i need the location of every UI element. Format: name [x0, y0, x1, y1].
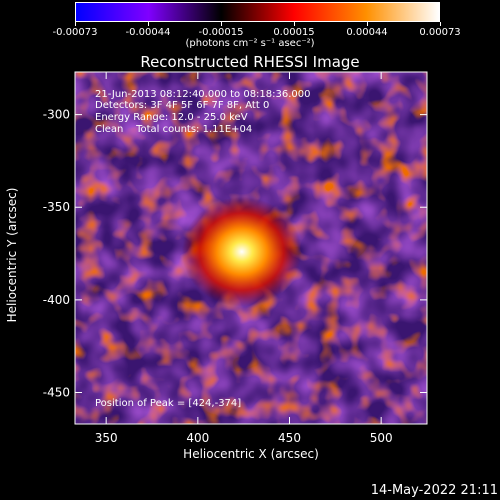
y-tick-label: -350 [43, 200, 70, 214]
colorbar-tick [74, 22, 76, 26]
colorbar-tick [147, 22, 149, 26]
y-tick-label: -300 [43, 108, 70, 122]
annotation-detectors: Detectors: 3F 4F 5F 6F 7F 8F, Att 0 [95, 100, 270, 111]
colorbar-tick [220, 22, 222, 26]
y-axis-label: Heliocentric Y (arcsec) [5, 187, 19, 323]
x-axis-label: Heliocentric X (arcsec) [183, 447, 319, 461]
chart-title: Reconstructed RHESSI Image [140, 53, 360, 71]
peak-source [181, 196, 302, 307]
x-tick-label: 450 [278, 431, 301, 445]
colorbar-tick [293, 22, 295, 26]
colorbar-unit: (photons cm⁻² s⁻¹ asec⁻²) [185, 38, 315, 49]
colorbar-tick-label: -0.00073 [52, 27, 98, 38]
timestamp: 14-May-2022 21:11 [370, 483, 498, 498]
x-tick-label: 400 [186, 431, 209, 445]
annotation-energy: Energy Range: 12.0 - 25.0 keV [95, 112, 248, 123]
colorbar-tick-label: 0.00044 [346, 27, 388, 38]
x-tick-label: 350 [95, 431, 118, 445]
colorbar-tick-label: -0.00044 [125, 27, 171, 38]
colorbar-tick [366, 22, 368, 26]
colorbar-tick [439, 22, 441, 26]
colorbar-tick-label: -0.00015 [198, 27, 244, 38]
annotation-method: Clean Total counts: 1.11E+04 [95, 124, 253, 135]
colorbar-tick-label: 0.00073 [419, 27, 461, 38]
x-tick-label: 500 [370, 431, 393, 445]
annotation-peak: Position of Peak = [424,-374] [95, 398, 242, 409]
y-tick-label: -400 [43, 293, 70, 307]
annotation-time-range: 21-Jun-2013 08:12:40.000 to 08:18:36.000 [95, 89, 311, 100]
colorbar-tick-label: 0.00015 [273, 27, 315, 38]
y-tick-label: -450 [43, 386, 70, 400]
colorbar [75, 2, 440, 22]
